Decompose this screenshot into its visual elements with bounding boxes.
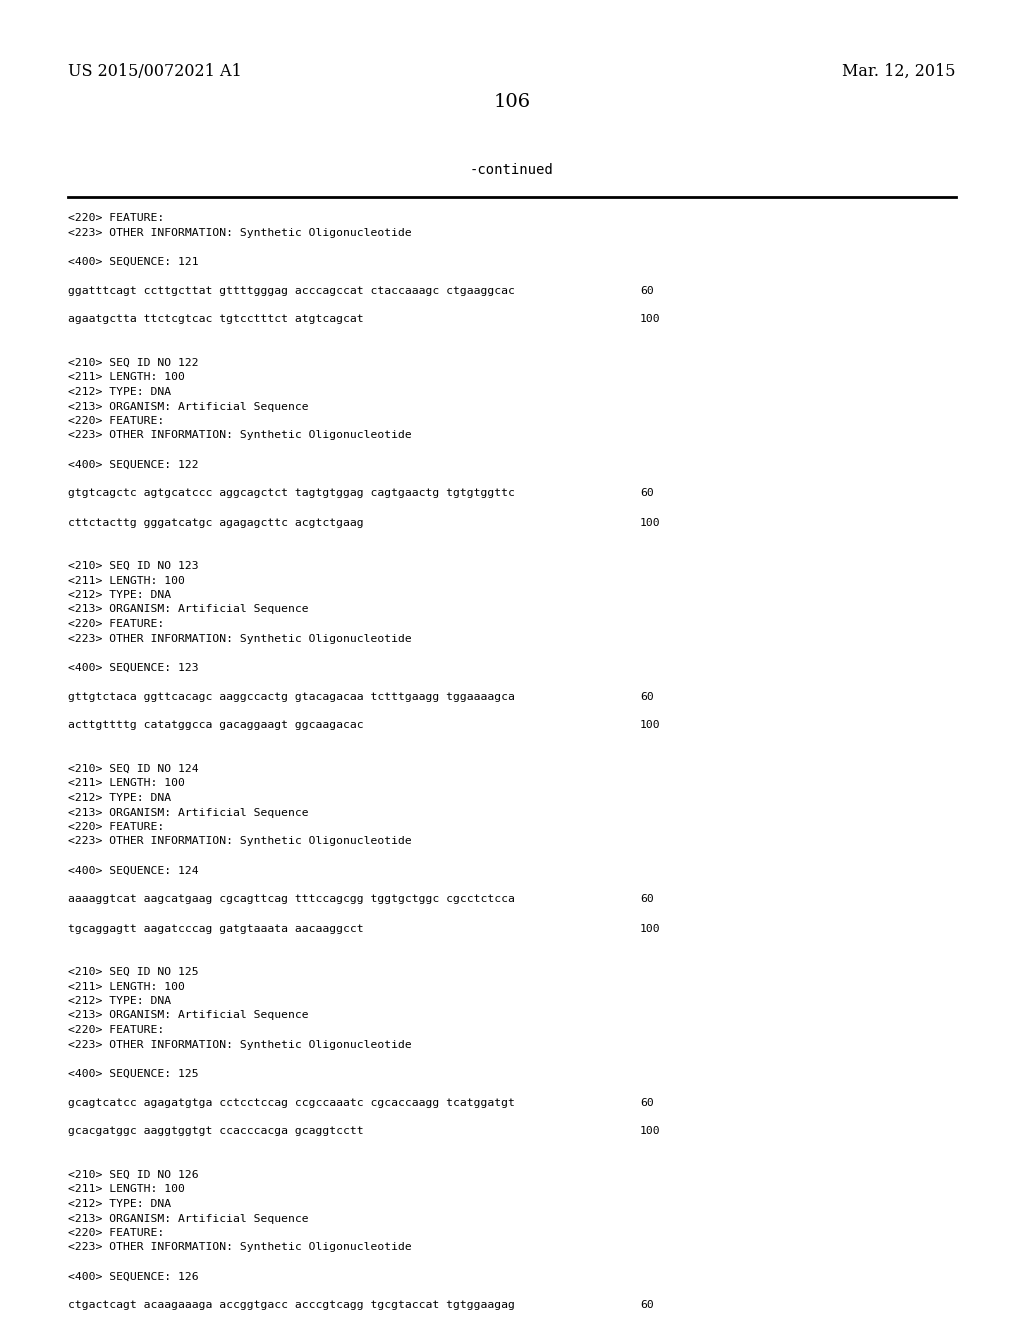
Text: 60: 60 xyxy=(640,692,653,701)
Text: Mar. 12, 2015: Mar. 12, 2015 xyxy=(843,63,956,81)
Text: <220> FEATURE:: <220> FEATURE: xyxy=(68,213,164,223)
Text: tgcaggagtt aagatcccag gatgtaaata aacaaggcct: tgcaggagtt aagatcccag gatgtaaata aacaagg… xyxy=(68,924,364,933)
Text: <211> LENGTH: 100: <211> LENGTH: 100 xyxy=(68,372,185,383)
Text: <212> TYPE: DNA: <212> TYPE: DNA xyxy=(68,387,171,397)
Text: <400> SEQUENCE: 126: <400> SEQUENCE: 126 xyxy=(68,1271,199,1282)
Text: <210> SEQ ID NO 123: <210> SEQ ID NO 123 xyxy=(68,561,199,572)
Text: <400> SEQUENCE: 124: <400> SEQUENCE: 124 xyxy=(68,866,199,875)
Text: <400> SEQUENCE: 122: <400> SEQUENCE: 122 xyxy=(68,459,199,470)
Text: <212> TYPE: DNA: <212> TYPE: DNA xyxy=(68,997,171,1006)
Text: acttgttttg catatggcca gacaggaagt ggcaagacac: acttgttttg catatggcca gacaggaagt ggcaaga… xyxy=(68,721,364,730)
Text: 60: 60 xyxy=(640,1097,653,1107)
Text: 100: 100 xyxy=(640,1126,660,1137)
Text: <211> LENGTH: 100: <211> LENGTH: 100 xyxy=(68,982,185,991)
Text: <220> FEATURE:: <220> FEATURE: xyxy=(68,1026,164,1035)
Text: 106: 106 xyxy=(494,92,530,111)
Text: cttctacttg gggatcatgc agagagcttc acgtctgaag: cttctacttg gggatcatgc agagagcttc acgtctg… xyxy=(68,517,364,528)
Text: <223> OTHER INFORMATION: Synthetic Oligonucleotide: <223> OTHER INFORMATION: Synthetic Oligo… xyxy=(68,1040,412,1049)
Text: gttgtctaca ggttcacagc aaggccactg gtacagacaa tctttgaagg tggaaaagca: gttgtctaca ggttcacagc aaggccactg gtacaga… xyxy=(68,692,515,701)
Text: <220> FEATURE:: <220> FEATURE: xyxy=(68,619,164,630)
Text: <210> SEQ ID NO 126: <210> SEQ ID NO 126 xyxy=(68,1170,199,1180)
Text: <212> TYPE: DNA: <212> TYPE: DNA xyxy=(68,793,171,803)
Text: gcacgatggc aaggtggtgt ccacccacga gcaggtcctt: gcacgatggc aaggtggtgt ccacccacga gcaggtc… xyxy=(68,1126,364,1137)
Text: <212> TYPE: DNA: <212> TYPE: DNA xyxy=(68,1199,171,1209)
Text: ctgactcagt acaagaaaga accggtgacc acccgtcagg tgcgtaccat tgtggaagag: ctgactcagt acaagaaaga accggtgacc acccgtc… xyxy=(68,1300,515,1311)
Text: US 2015/0072021 A1: US 2015/0072021 A1 xyxy=(68,63,242,81)
Text: <211> LENGTH: 100: <211> LENGTH: 100 xyxy=(68,779,185,788)
Text: <220> FEATURE:: <220> FEATURE: xyxy=(68,1228,164,1238)
Text: <213> ORGANISM: Artificial Sequence: <213> ORGANISM: Artificial Sequence xyxy=(68,1213,308,1224)
Text: aaaaggtcat aagcatgaag cgcagttcag tttccagcgg tggtgctggc cgcctctcca: aaaaggtcat aagcatgaag cgcagttcag tttccag… xyxy=(68,895,515,904)
Text: 100: 100 xyxy=(640,314,660,325)
Text: 60: 60 xyxy=(640,895,653,904)
Text: <400> SEQUENCE: 125: <400> SEQUENCE: 125 xyxy=(68,1068,199,1078)
Text: 100: 100 xyxy=(640,721,660,730)
Text: <223> OTHER INFORMATION: Synthetic Oligonucleotide: <223> OTHER INFORMATION: Synthetic Oligo… xyxy=(68,634,412,644)
Text: <223> OTHER INFORMATION: Synthetic Oligonucleotide: <223> OTHER INFORMATION: Synthetic Oligo… xyxy=(68,837,412,846)
Text: <213> ORGANISM: Artificial Sequence: <213> ORGANISM: Artificial Sequence xyxy=(68,808,308,817)
Text: 60: 60 xyxy=(640,488,653,499)
Text: agaatgctta ttctcgtcac tgtcctttct atgtcagcat: agaatgctta ttctcgtcac tgtcctttct atgtcag… xyxy=(68,314,364,325)
Text: <213> ORGANISM: Artificial Sequence: <213> ORGANISM: Artificial Sequence xyxy=(68,605,308,615)
Text: <210> SEQ ID NO 122: <210> SEQ ID NO 122 xyxy=(68,358,199,368)
Text: <212> TYPE: DNA: <212> TYPE: DNA xyxy=(68,590,171,601)
Text: <220> FEATURE:: <220> FEATURE: xyxy=(68,822,164,832)
Text: <213> ORGANISM: Artificial Sequence: <213> ORGANISM: Artificial Sequence xyxy=(68,1011,308,1020)
Text: <210> SEQ ID NO 125: <210> SEQ ID NO 125 xyxy=(68,968,199,977)
Text: gtgtcagctc agtgcatccc aggcagctct tagtgtggag cagtgaactg tgtgtggttc: gtgtcagctc agtgcatccc aggcagctct tagtgtg… xyxy=(68,488,515,499)
Text: <211> LENGTH: 100: <211> LENGTH: 100 xyxy=(68,1184,185,1195)
Text: <223> OTHER INFORMATION: Synthetic Oligonucleotide: <223> OTHER INFORMATION: Synthetic Oligo… xyxy=(68,430,412,441)
Text: <400> SEQUENCE: 123: <400> SEQUENCE: 123 xyxy=(68,663,199,672)
Text: <211> LENGTH: 100: <211> LENGTH: 100 xyxy=(68,576,185,586)
Text: 100: 100 xyxy=(640,924,660,933)
Text: <213> ORGANISM: Artificial Sequence: <213> ORGANISM: Artificial Sequence xyxy=(68,401,308,412)
Text: <223> OTHER INFORMATION: Synthetic Oligonucleotide: <223> OTHER INFORMATION: Synthetic Oligo… xyxy=(68,1242,412,1253)
Text: <223> OTHER INFORMATION: Synthetic Oligonucleotide: <223> OTHER INFORMATION: Synthetic Oligo… xyxy=(68,227,412,238)
Text: <220> FEATURE:: <220> FEATURE: xyxy=(68,416,164,426)
Text: gcagtcatcc agagatgtga cctcctccag ccgccaaatc cgcaccaagg tcatggatgt: gcagtcatcc agagatgtga cctcctccag ccgccaa… xyxy=(68,1097,515,1107)
Text: 60: 60 xyxy=(640,285,653,296)
Text: 100: 100 xyxy=(640,517,660,528)
Text: 60: 60 xyxy=(640,1300,653,1311)
Text: ggatttcagt ccttgcttat gttttgggag acccagccat ctaccaaagc ctgaaggcac: ggatttcagt ccttgcttat gttttgggag acccagc… xyxy=(68,285,515,296)
Text: -continued: -continued xyxy=(470,162,554,177)
Text: <400> SEQUENCE: 121: <400> SEQUENCE: 121 xyxy=(68,256,199,267)
Text: <210> SEQ ID NO 124: <210> SEQ ID NO 124 xyxy=(68,764,199,774)
